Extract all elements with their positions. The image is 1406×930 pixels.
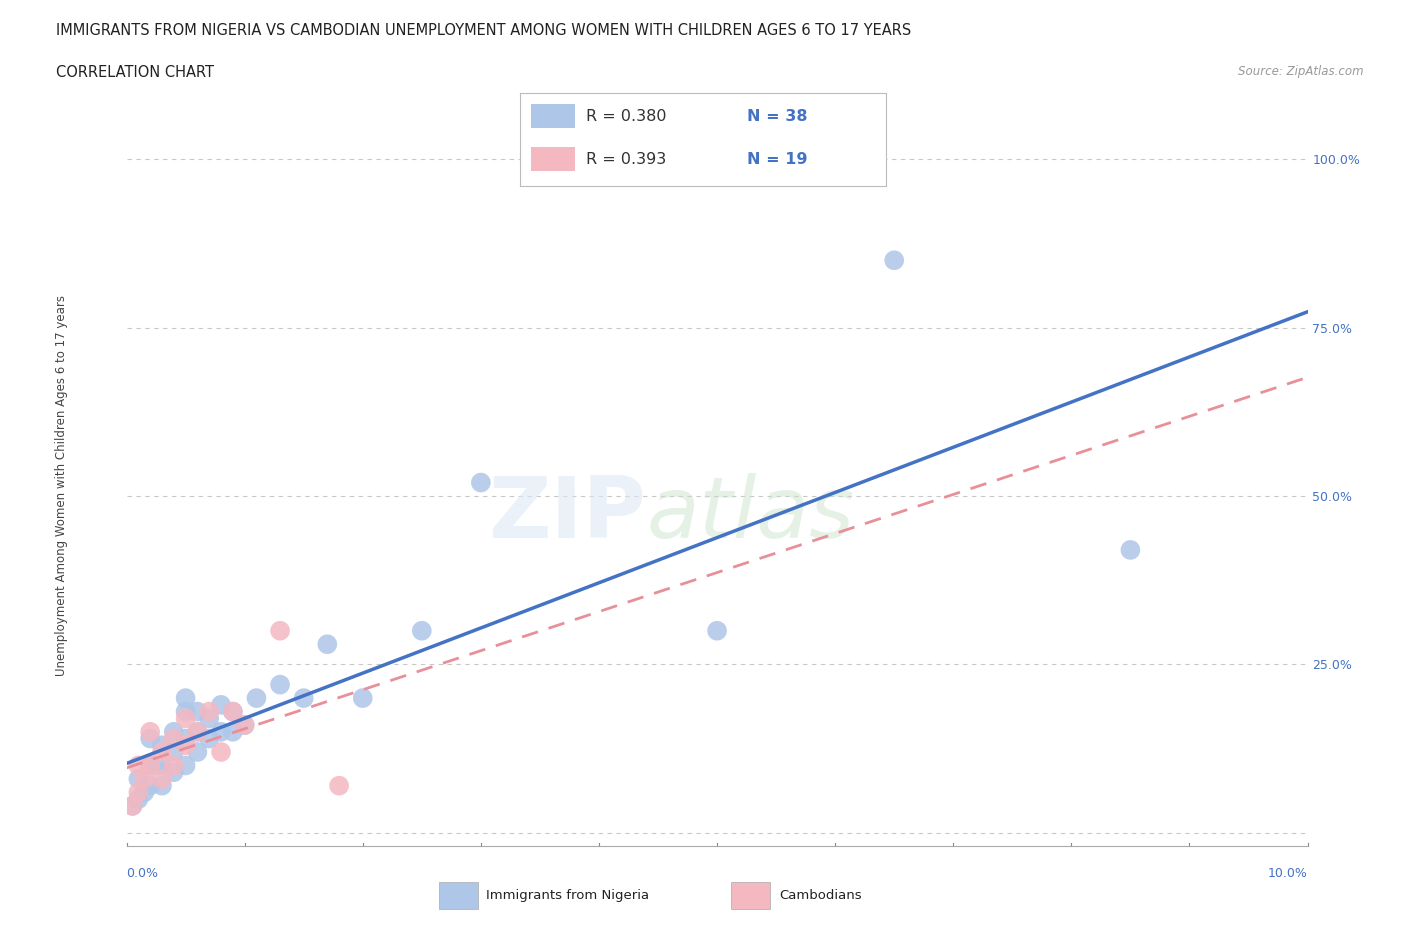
Point xyxy=(186,745,208,760)
Bar xyxy=(439,882,478,909)
Bar xyxy=(531,147,575,171)
Text: Unemployment Among Women with Children Ages 6 to 17 years: Unemployment Among Women with Children A… xyxy=(55,296,67,676)
Point xyxy=(139,758,162,773)
Point xyxy=(174,737,197,752)
Point xyxy=(209,698,232,712)
Point xyxy=(222,724,245,739)
Point xyxy=(121,799,143,814)
Text: Cambodians: Cambodians xyxy=(779,889,862,901)
Bar xyxy=(731,882,770,909)
Text: CORRELATION CHART: CORRELATION CHART xyxy=(56,65,214,80)
Text: R = 0.380: R = 0.380 xyxy=(586,109,666,124)
Point xyxy=(150,737,173,752)
Text: Source: ZipAtlas.com: Source: ZipAtlas.com xyxy=(1239,65,1364,78)
Point xyxy=(150,778,173,793)
Point xyxy=(269,623,291,638)
Point xyxy=(163,758,186,773)
Point xyxy=(121,799,143,814)
Text: Immigrants from Nigeria: Immigrants from Nigeria xyxy=(486,889,650,901)
Point xyxy=(328,778,350,793)
Point xyxy=(145,758,167,773)
Text: IMMIGRANTS FROM NIGERIA VS CAMBODIAN UNEMPLOYMENT AMONG WOMEN WITH CHILDREN AGES: IMMIGRANTS FROM NIGERIA VS CAMBODIAN UNE… xyxy=(56,23,911,38)
Text: N = 19: N = 19 xyxy=(747,152,807,166)
Point xyxy=(186,704,208,719)
Point xyxy=(139,758,162,773)
Text: N = 38: N = 38 xyxy=(747,109,807,124)
Point xyxy=(292,691,315,706)
Point xyxy=(209,724,232,739)
Point xyxy=(150,758,173,773)
Point xyxy=(127,791,149,806)
Point xyxy=(139,724,162,739)
Point xyxy=(706,623,728,638)
Point xyxy=(186,724,208,739)
Point xyxy=(411,623,433,638)
Point xyxy=(163,724,186,739)
Point xyxy=(174,691,197,706)
Point xyxy=(139,731,162,746)
Point xyxy=(163,745,186,760)
Point xyxy=(198,704,221,719)
Point xyxy=(186,724,208,739)
Point xyxy=(127,772,149,787)
Point xyxy=(174,758,197,773)
Point xyxy=(470,475,492,490)
Point xyxy=(352,691,374,706)
Point xyxy=(134,772,156,787)
Point xyxy=(127,785,149,800)
Point xyxy=(269,677,291,692)
Point xyxy=(198,711,221,725)
Point xyxy=(174,711,197,725)
Point xyxy=(883,253,905,268)
Point xyxy=(134,785,156,800)
Point xyxy=(233,718,256,733)
Point xyxy=(174,704,197,719)
Point xyxy=(163,764,186,779)
Point xyxy=(127,758,149,773)
Text: 10.0%: 10.0% xyxy=(1268,867,1308,880)
Point xyxy=(316,637,339,652)
Text: 0.0%: 0.0% xyxy=(127,867,159,880)
Point xyxy=(1119,542,1142,557)
Point xyxy=(163,731,186,746)
Point xyxy=(198,731,221,746)
Bar xyxy=(531,104,575,128)
Point xyxy=(222,704,245,719)
Point xyxy=(139,778,162,793)
Point xyxy=(150,745,173,760)
Point xyxy=(174,731,197,746)
Text: ZIP: ZIP xyxy=(488,473,647,556)
Text: R = 0.393: R = 0.393 xyxy=(586,152,666,166)
Point xyxy=(209,745,232,760)
Point xyxy=(150,772,173,787)
Text: atlas: atlas xyxy=(647,473,855,556)
Point xyxy=(233,718,256,733)
Point xyxy=(245,691,267,706)
Point xyxy=(222,704,245,719)
